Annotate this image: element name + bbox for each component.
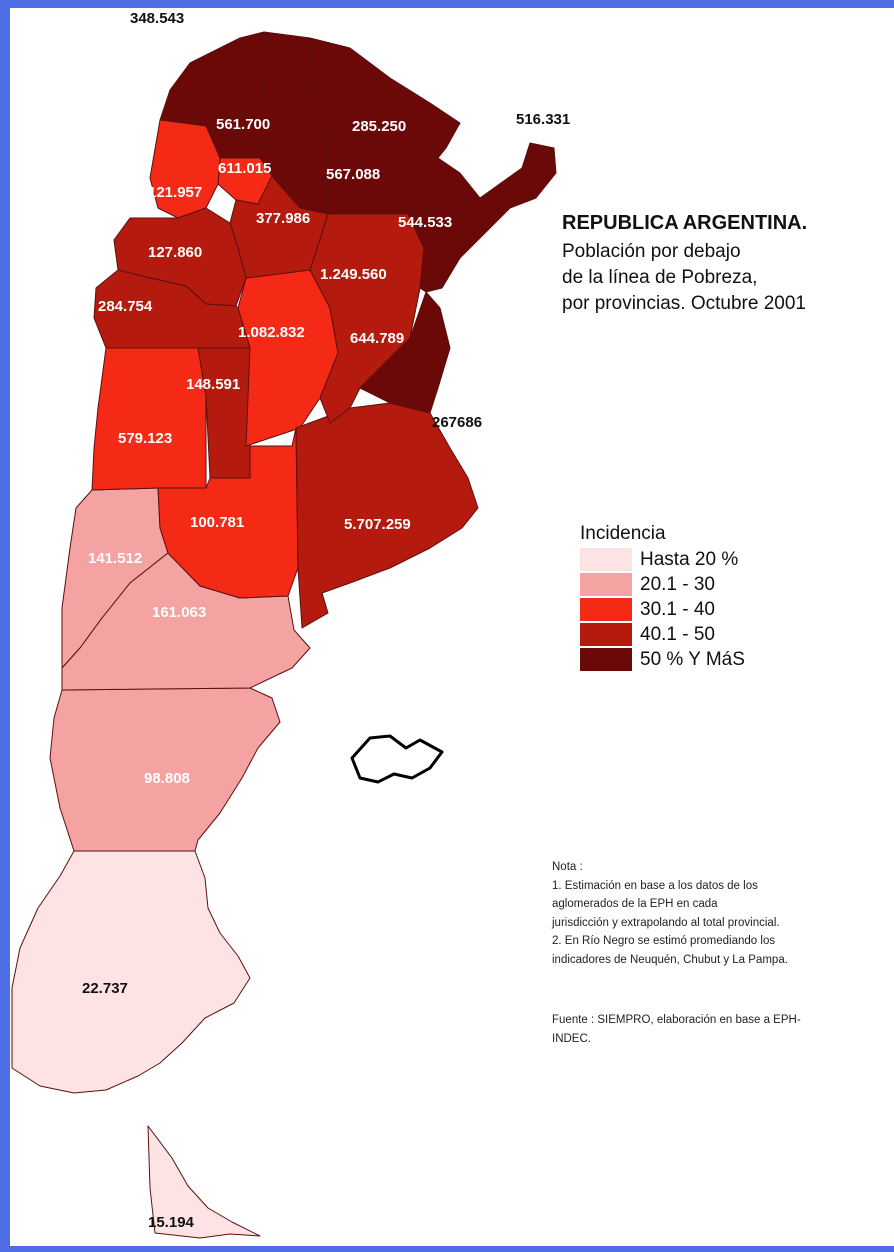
legend-item: 40.1 - 50 [580,622,745,647]
province-value-label: 567.088 [326,166,381,183]
note-heading: Nota : [552,861,583,873]
region-entre-rios [359,291,451,414]
source-line: INDEC. [552,1032,591,1045]
region-misiones [479,142,557,229]
legend-label: 20.1 - 30 [640,573,715,595]
legend-label: 40.1 - 50 [640,623,715,645]
legend: Incidencia Hasta 20 % 20.1 - 30 30.1 - 4… [580,523,745,672]
subtitle-line: por provincias. Octubre 2001 [562,293,806,314]
note-line: 2. En Río Negro se estimó promediando lo… [552,935,776,947]
province-value-label: 148.591 [186,376,241,393]
legend-swatch [580,548,632,571]
province-value-label: 141.512 [88,550,143,567]
legend-item: 20.1 - 30 [580,572,745,597]
province-value-label: 1.082.832 [238,324,305,341]
province-value-label: 161.063 [152,604,207,621]
province-value-label: 348.543 [130,10,185,27]
region-salta [205,31,329,215]
province-value-label: 611.015 [218,160,272,177]
legend-label: Hasta 20 % [640,548,739,570]
province-value-label: 121.957 [148,184,203,201]
map-title: REPUBLICA ARGENTINA. [562,212,808,234]
province-value-label: 267686 [432,414,483,431]
title-block: REPUBLICA ARGENTINA. Población por debaj… [562,212,807,317]
note-block: Nota : 1. Estimación en base a los datos… [552,858,894,969]
province-value-label: 516.331 [516,111,571,128]
region-santa-cruz [11,850,251,1094]
region-catamarca [149,119,221,219]
note-line: indicadores de Neuquén, Chubut y La Pamp… [552,953,788,966]
region-mendoza [91,347,207,491]
province-value-label: 1.249.560 [320,266,387,283]
province-value-label: 544.533 [398,214,453,231]
province-value-label: 285.250 [352,118,407,135]
legend-title: Incidencia [580,523,666,544]
province-value-label: 98.808 [144,770,190,787]
legend-swatch [580,573,632,596]
province-value-label: 5.707.259 [344,516,411,533]
legend-label: 50 % Y MáS [640,648,745,670]
source-line: Fuente : SIEMPRO, elaboración en base a … [552,1014,801,1026]
province-value-label: 377.986 [256,210,311,227]
subtitle-line: Población por debajo [562,241,741,262]
province-value-label: 127.860 [148,244,203,261]
province-value-label: 644.789 [350,330,405,347]
region-tierra-del-fuego [147,1125,261,1239]
province-value-label: 100.781 [190,514,245,531]
province-value-label: 15.194 [148,1214,194,1231]
legend-swatch [580,598,632,621]
source-block: Fuente : SIEMPRO, elaboración en base a … [552,1011,894,1048]
province-value-label: 22.737 [82,980,128,997]
region-malvinas [350,734,444,784]
subtitle-line: de la línea de Pobreza, [562,267,758,288]
argentina-map [11,31,557,1239]
province-value-label: 284.754 [98,298,153,315]
legend-swatch [580,623,632,646]
legend-item: 30.1 - 40 [580,597,745,622]
legend-label: 30.1 - 40 [640,598,715,620]
province-value-label: 561.700 [216,116,271,133]
region-san-juan [93,269,251,349]
legend-item: 50 % Y MáS [580,647,745,672]
province-value-label: 579.123 [118,430,173,447]
note-line: jurisdicción y extrapolando al total pro… [552,916,780,929]
legend-swatch [580,648,632,671]
legend-item: Hasta 20 % [580,547,745,572]
region-chubut [49,687,281,852]
note-line: aglomerados de la EPH en cada [552,898,718,910]
note-line: 1. Estimación en base a los datos de los [552,879,758,892]
